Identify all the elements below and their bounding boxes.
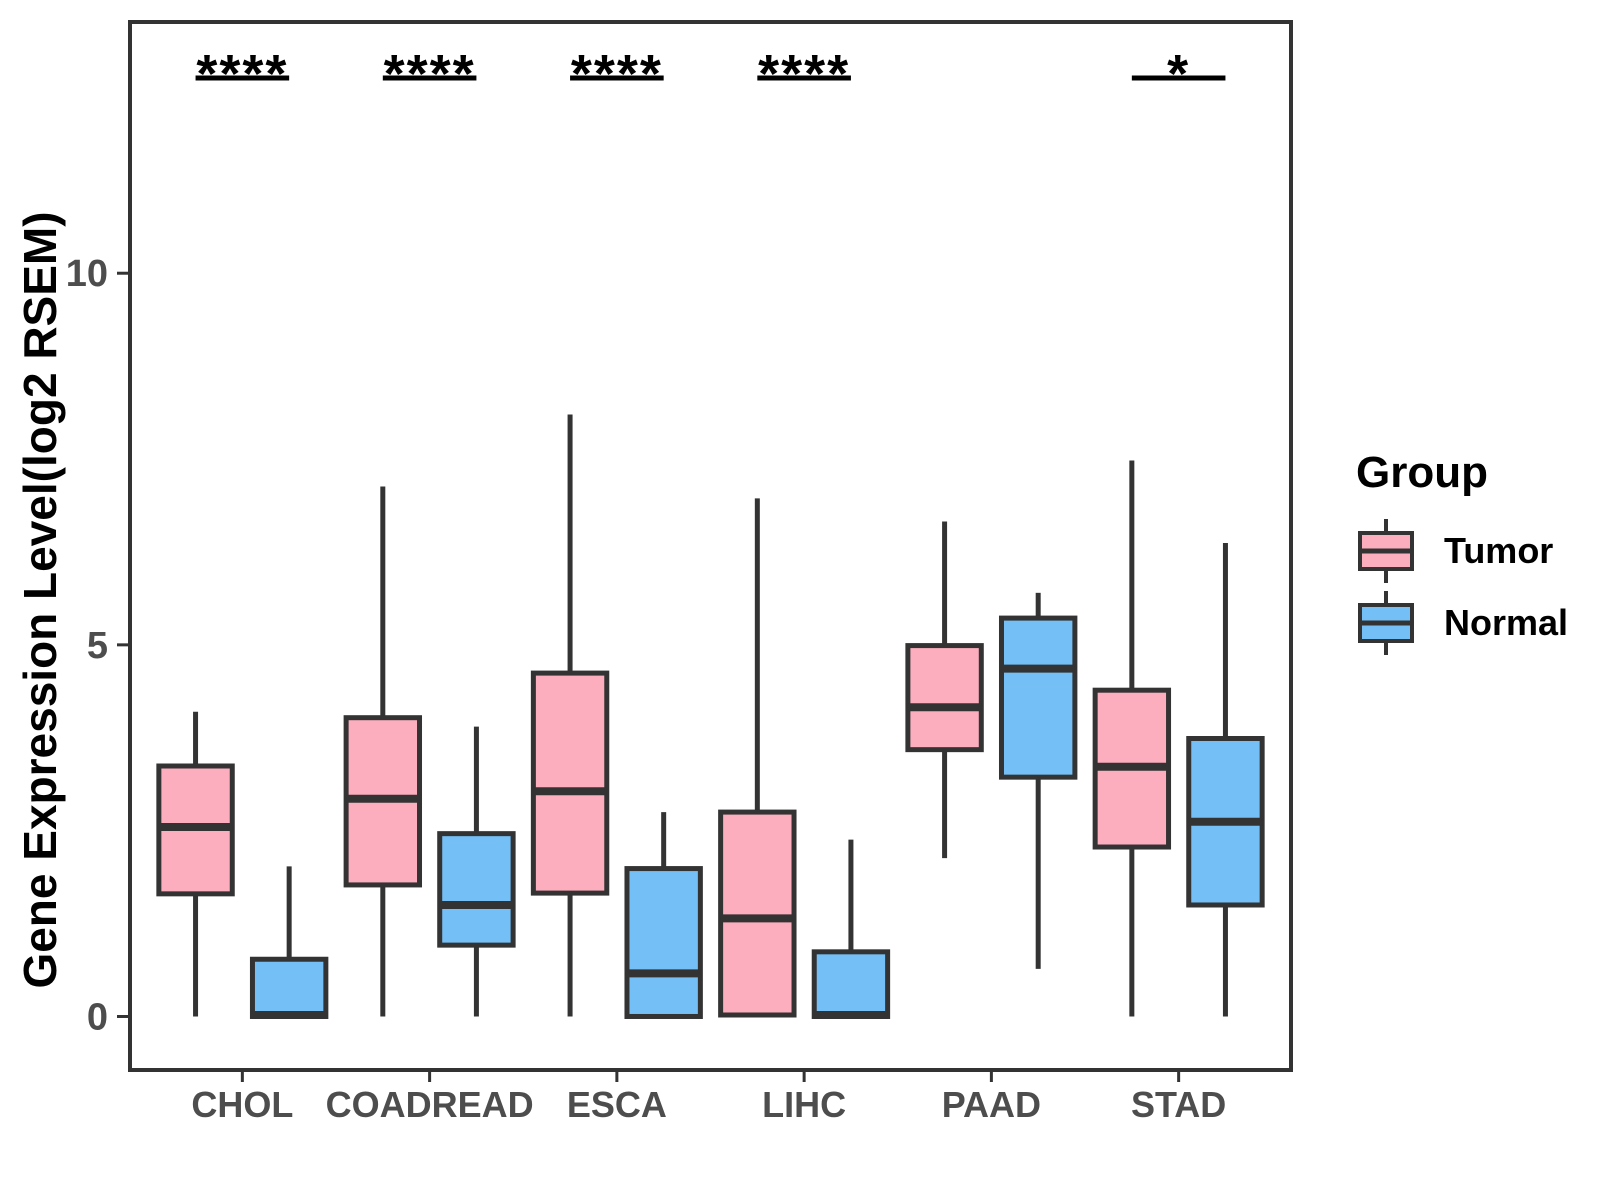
y-tick-label-5: 5 xyxy=(87,625,108,667)
significance-stars-STAD: * xyxy=(1167,44,1190,104)
y-tick-label-10: 10 xyxy=(66,253,108,295)
legend-key-tumor-boxplot-icon xyxy=(1358,519,1414,583)
x-axis-label-STAD: STAD xyxy=(1131,1084,1226,1125)
legend-label-tumor: Tumor xyxy=(1444,530,1554,571)
x-axis-label-ESCA: ESCA xyxy=(567,1084,667,1125)
legend-key-normal-boxplot-icon xyxy=(1358,591,1414,655)
significance-stars-COADREAD: **** xyxy=(384,44,476,104)
box-LIHC-Normal xyxy=(811,949,891,1019)
x-axis-label-PAAD: PAAD xyxy=(942,1084,1041,1125)
significance-stars-ESCA: **** xyxy=(571,44,663,104)
x-axis-label-CHOL: CHOL xyxy=(191,1084,293,1125)
box-CHOL-Normal xyxy=(249,956,329,1019)
significance-stars-CHOL: **** xyxy=(196,44,288,104)
y-tick-label-0: 0 xyxy=(87,996,108,1038)
legend-title: Group xyxy=(1356,448,1488,497)
legend-items: Tumor Normal xyxy=(1330,514,1568,660)
significance-stars-LIHC: **** xyxy=(758,44,850,104)
y-axis-title: Gene Expression Level(log2 RSEM) xyxy=(14,211,66,989)
legend-item-tumor: Tumor xyxy=(1330,516,1568,586)
legend-item-normal: Normal xyxy=(1330,588,1568,658)
legend: Group Tumor Normal xyxy=(1330,448,1568,660)
box-PAAD-Tumor xyxy=(905,643,984,753)
box-ESCA-Tumor xyxy=(530,670,610,896)
box-PAAD-Normal xyxy=(998,615,1078,780)
legend-label-normal: Normal xyxy=(1444,602,1569,643)
x-axis-label-LIHC: LIHC xyxy=(762,1084,846,1125)
box-LIHC-Tumor xyxy=(718,809,797,1018)
box-COADREAD-Normal xyxy=(437,831,516,948)
box-ESCA-Normal xyxy=(624,866,703,1019)
x-axis-label-COADREAD: COADREAD xyxy=(326,1084,534,1125)
panel-border xyxy=(128,20,1293,1072)
